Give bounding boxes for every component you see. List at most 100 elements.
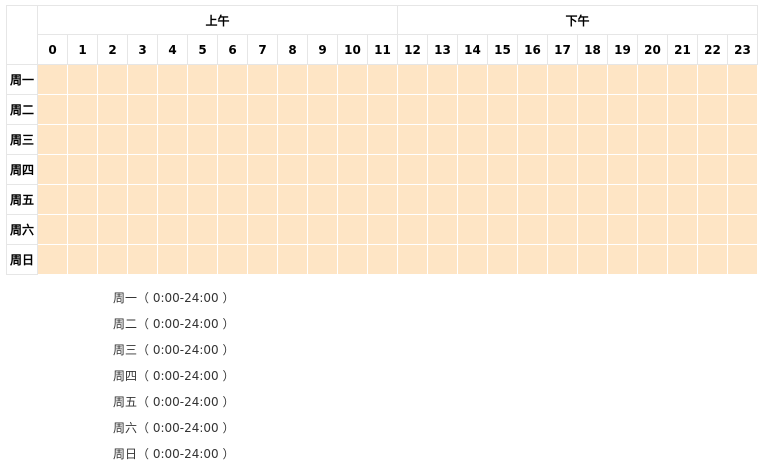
time-slot-cell[interactable] — [127, 64, 158, 95]
time-slot-cell[interactable] — [217, 154, 248, 185]
time-slot-cell[interactable] — [667, 184, 698, 215]
time-slot-cell[interactable] — [307, 64, 338, 95]
time-slot-cell[interactable] — [127, 214, 158, 245]
time-slot-cell[interactable] — [397, 244, 428, 275]
time-slot-cell[interactable] — [127, 244, 158, 275]
time-slot-cell[interactable] — [517, 124, 548, 155]
time-slot-cell[interactable] — [697, 244, 728, 275]
time-slot-cell[interactable] — [307, 184, 338, 215]
time-slot-cell[interactable] — [397, 124, 428, 155]
time-slot-cell[interactable] — [457, 64, 488, 95]
time-slot-cell[interactable] — [307, 154, 338, 185]
time-slot-cell[interactable] — [697, 154, 728, 185]
time-slot-cell[interactable] — [397, 94, 428, 125]
time-slot-cell[interactable] — [277, 124, 308, 155]
time-slot-cell[interactable] — [97, 184, 128, 215]
time-slot-cell[interactable] — [97, 64, 128, 95]
time-slot-cell[interactable] — [577, 64, 608, 95]
time-slot-cell[interactable] — [337, 64, 368, 95]
time-slot-cell[interactable] — [697, 64, 728, 95]
time-slot-cell[interactable] — [247, 214, 278, 245]
time-slot-cell[interactable] — [487, 184, 518, 215]
time-slot-cell[interactable] — [277, 154, 308, 185]
time-slot-cell[interactable] — [187, 244, 218, 275]
time-slot-cell[interactable] — [427, 154, 458, 185]
time-slot-cell[interactable] — [427, 244, 458, 275]
time-slot-cell[interactable] — [487, 94, 518, 125]
time-slot-cell[interactable] — [157, 184, 188, 215]
time-slot-cell[interactable] — [457, 154, 488, 185]
time-slot-cell[interactable] — [307, 214, 338, 245]
time-slot-cell[interactable] — [217, 94, 248, 125]
time-slot-cell[interactable] — [277, 184, 308, 215]
time-slot-cell[interactable] — [337, 154, 368, 185]
time-slot-cell[interactable] — [607, 124, 638, 155]
time-slot-cell[interactable] — [37, 64, 68, 95]
time-slot-cell[interactable] — [487, 154, 518, 185]
time-slot-cell[interactable] — [727, 64, 758, 95]
time-slot-cell[interactable] — [397, 184, 428, 215]
time-slot-cell[interactable] — [577, 154, 608, 185]
time-slot-cell[interactable] — [37, 154, 68, 185]
time-slot-cell[interactable] — [667, 154, 698, 185]
time-slot-cell[interactable] — [37, 214, 68, 245]
time-slot-cell[interactable] — [427, 64, 458, 95]
time-slot-cell[interactable] — [487, 124, 518, 155]
time-slot-cell[interactable] — [607, 154, 638, 185]
time-slot-cell[interactable] — [217, 244, 248, 275]
time-slot-cell[interactable] — [277, 214, 308, 245]
time-slot-cell[interactable] — [697, 214, 728, 245]
time-slot-cell[interactable] — [367, 214, 398, 245]
time-slot-cell[interactable] — [67, 214, 98, 245]
time-slot-cell[interactable] — [427, 184, 458, 215]
time-slot-cell[interactable] — [427, 124, 458, 155]
time-slot-cell[interactable] — [217, 64, 248, 95]
time-slot-cell[interactable] — [157, 154, 188, 185]
time-slot-cell[interactable] — [397, 154, 428, 185]
time-slot-cell[interactable] — [637, 244, 668, 275]
time-slot-cell[interactable] — [457, 214, 488, 245]
time-slot-cell[interactable] — [667, 244, 698, 275]
time-slot-cell[interactable] — [367, 94, 398, 125]
time-slot-cell[interactable] — [607, 184, 638, 215]
time-slot-cell[interactable] — [367, 244, 398, 275]
time-slot-cell[interactable] — [517, 154, 548, 185]
time-slot-cell[interactable] — [607, 244, 638, 275]
time-slot-cell[interactable] — [727, 154, 758, 185]
time-slot-cell[interactable] — [487, 64, 518, 95]
time-slot-cell[interactable] — [37, 184, 68, 215]
time-slot-cell[interactable] — [697, 94, 728, 125]
time-slot-cell[interactable] — [577, 184, 608, 215]
time-slot-cell[interactable] — [637, 64, 668, 95]
time-slot-cell[interactable] — [727, 214, 758, 245]
time-slot-cell[interactable] — [217, 214, 248, 245]
time-slot-cell[interactable] — [187, 184, 218, 215]
time-slot-cell[interactable] — [697, 124, 728, 155]
time-slot-cell[interactable] — [667, 124, 698, 155]
time-slot-cell[interactable] — [487, 244, 518, 275]
time-slot-cell[interactable] — [397, 214, 428, 245]
time-slot-cell[interactable] — [247, 124, 278, 155]
time-slot-cell[interactable] — [247, 154, 278, 185]
time-slot-cell[interactable] — [367, 154, 398, 185]
time-slot-cell[interactable] — [247, 184, 278, 215]
time-slot-cell[interactable] — [127, 94, 158, 125]
time-slot-cell[interactable] — [337, 214, 368, 245]
time-slot-cell[interactable] — [367, 64, 398, 95]
time-slot-cell[interactable] — [37, 244, 68, 275]
time-slot-cell[interactable] — [637, 184, 668, 215]
time-slot-cell[interactable] — [727, 124, 758, 155]
time-slot-cell[interactable] — [337, 124, 368, 155]
time-slot-cell[interactable] — [517, 214, 548, 245]
time-slot-cell[interactable] — [337, 184, 368, 215]
time-slot-cell[interactable] — [247, 244, 278, 275]
time-slot-cell[interactable] — [67, 184, 98, 215]
time-slot-cell[interactable] — [157, 214, 188, 245]
time-slot-cell[interactable] — [247, 64, 278, 95]
time-slot-cell[interactable] — [457, 244, 488, 275]
time-slot-cell[interactable] — [187, 124, 218, 155]
time-slot-cell[interactable] — [547, 64, 578, 95]
time-slot-cell[interactable] — [607, 94, 638, 125]
time-slot-cell[interactable] — [247, 94, 278, 125]
time-slot-cell[interactable] — [277, 94, 308, 125]
